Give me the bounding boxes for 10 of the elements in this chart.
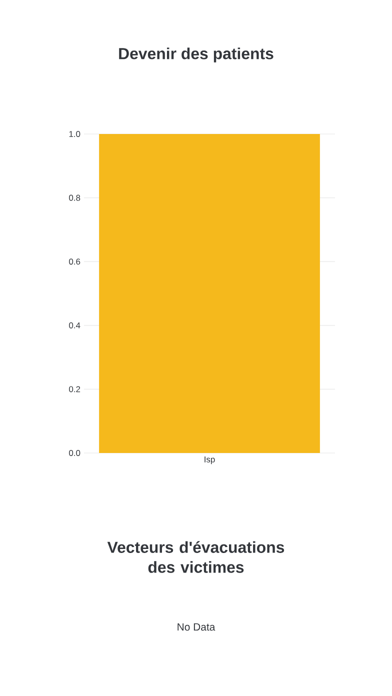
y-tick-label: 1.0 (69, 131, 80, 137)
chart-title: Devenir des patients (119, 48, 274, 62)
y-tick-label: 0.2 (69, 386, 80, 392)
y-tick-label: 0.8 (69, 194, 80, 201)
y-tick-label: 0.0 (69, 450, 80, 456)
text: No Data (178, 623, 216, 631)
y-tick-label: 0.4 (69, 322, 80, 328)
text: Vecteurs d'évacuations des victimes (107, 541, 284, 573)
y-tick-label: 0.6 (69, 258, 80, 265)
x-tick-label: Isp (204, 456, 215, 464)
